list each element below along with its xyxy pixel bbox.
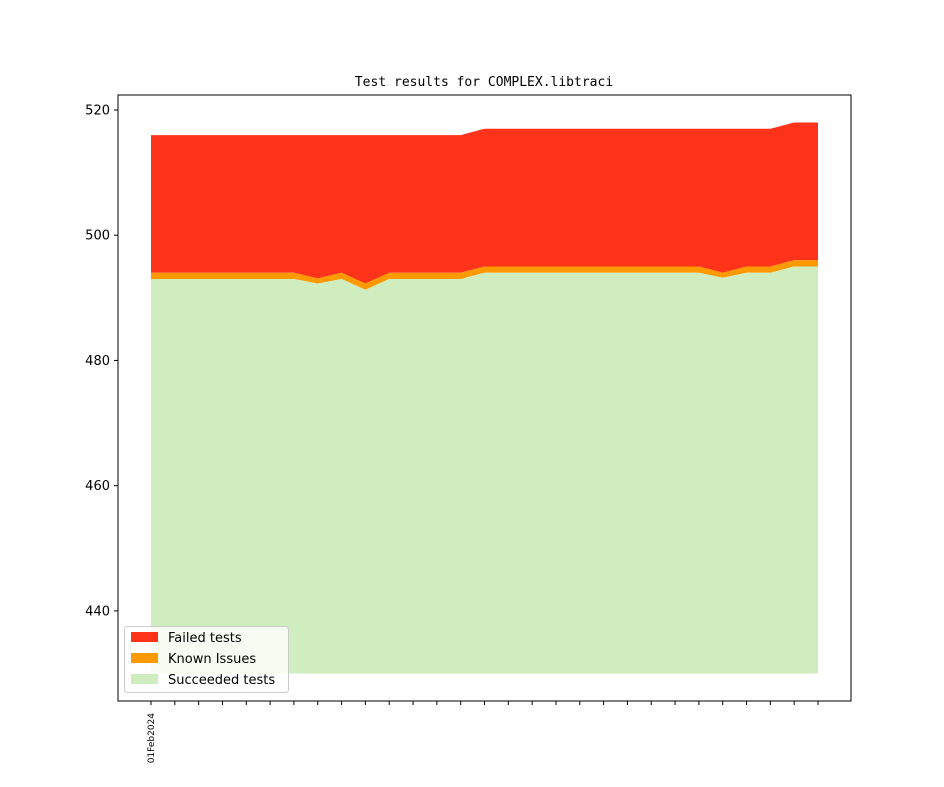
area-failed-tests <box>151 122 818 284</box>
legend-swatch-failed <box>131 632 158 642</box>
area-known-issues <box>151 260 818 290</box>
area-succeeded-tests <box>151 266 818 674</box>
y-tick-label: 440 <box>85 604 110 619</box>
y-tick-label: 460 <box>85 479 110 494</box>
legend-label-succeeded: Succeeded tests <box>168 673 275 688</box>
legend-swatch-known <box>131 653 158 663</box>
y-tick-label: 520 <box>85 104 110 119</box>
y-tick-label: 500 <box>85 229 110 244</box>
legend: Failed tests Known Issues Succeeded test… <box>124 626 289 693</box>
legend-label-known: Known Issues <box>168 652 256 667</box>
x-tick-label: 01Feb2024 <box>147 713 157 764</box>
areas <box>151 122 818 674</box>
legend-label-failed: Failed tests <box>168 631 242 646</box>
y-tick-label: 480 <box>85 354 110 369</box>
legend-swatch-succeeded <box>131 674 158 684</box>
y-axis: 440 460 480 500 520 <box>85 104 118 619</box>
legend-box <box>124 626 289 693</box>
chart-title: Test results for COMPLEX.libtraci <box>355 75 613 90</box>
x-axis: 01Feb2024 <box>147 701 819 764</box>
